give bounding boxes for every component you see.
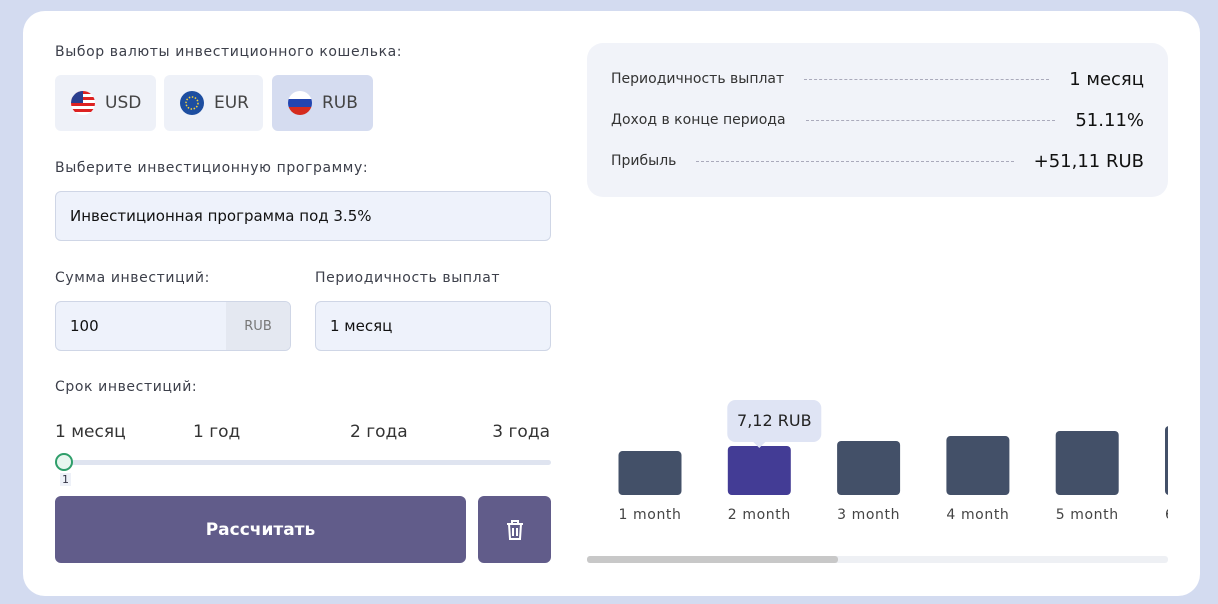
chart: 1 month 2 month 7,12 RUB 3 month 4 month 5 mo… — [587, 400, 1168, 563]
summary-row: Прибыль +51,11 RUB — [611, 149, 1144, 173]
summary-value: 1 месяц — [1069, 68, 1144, 90]
trash-icon — [506, 519, 523, 540]
tooltip — [727, 400, 822, 442]
currency-button[interactable]: USD — [55, 75, 156, 131]
tooltip-arrow — [753, 442, 766, 448]
slider-thumb[interactable] — [55, 453, 73, 471]
label: Сумма инвестиций: — [55, 270, 210, 286]
amount-input[interactable]: 100 RUB — [55, 301, 291, 351]
x-label: 1 month — [619, 507, 682, 523]
summary-label: Прибыль — [611, 153, 677, 169]
input-value: 100 — [70, 317, 99, 335]
select-value: Инвестиционная программа под 3.5% — [70, 207, 372, 225]
summary-label: Периодичность выплат — [611, 71, 785, 87]
slider-mark: 1 год — [193, 422, 241, 442]
label: Выберите инвестиционную программу: — [55, 160, 369, 176]
label: Выбор валюты инвестиционного кошелька: — [55, 44, 403, 60]
currency-text: EUR — [214, 93, 249, 113]
label: Периодичность выплат — [315, 270, 501, 286]
slider-track[interactable] — [60, 460, 551, 465]
calculate-button[interactable]: Рассчитать — [55, 496, 466, 563]
x-label: 3 month — [837, 507, 900, 523]
leader-line — [804, 78, 1050, 80]
bar — [1055, 430, 1119, 495]
label: Срок инвестиций: — [55, 379, 198, 395]
currency-button[interactable]: EUR — [164, 75, 263, 131]
bar — [946, 436, 1010, 495]
slider-value: 1 — [60, 473, 71, 486]
currency-text: RUB — [322, 93, 358, 113]
leader-line — [696, 160, 1014, 162]
button-text: Рассчитать — [205, 519, 316, 540]
bar — [1165, 426, 1168, 495]
currency-text: USD — [105, 93, 142, 113]
currency-button[interactable]: RUB — [272, 75, 373, 131]
tooltip-text: 7,12 RUB — [737, 411, 812, 430]
x-label: 6 month — [1165, 507, 1168, 523]
select-value: 1 месяц — [330, 317, 393, 335]
slider-mark: 3 года — [492, 422, 550, 442]
summary-value: 51.11% — [1075, 109, 1144, 131]
slider-mark: 1 месяц — [55, 422, 126, 442]
bar — [618, 451, 682, 495]
flag — [180, 91, 204, 115]
slider-mark: 2 года — [350, 422, 408, 442]
program-select[interactable]: Инвестиционная программа под 3.5% — [55, 191, 551, 241]
flag — [71, 91, 95, 115]
bar — [727, 446, 791, 495]
x-label: 5 month — [1056, 507, 1119, 523]
summary-value: +51,11 RUB — [1033, 150, 1144, 172]
summary-row: Периодичность выплат 1 месяц — [611, 67, 1144, 91]
x-label: 4 month — [946, 507, 1009, 523]
x-label: 2 month — [728, 507, 791, 523]
delete-button[interactable] — [478, 496, 551, 563]
bar — [837, 440, 901, 495]
summary-label: Доход в конце периода — [611, 112, 786, 128]
flag — [288, 91, 312, 115]
leader-line — [805, 119, 1056, 121]
unit: RUB — [226, 302, 290, 350]
summary-row: Доход в конце периода 51.11% — [611, 108, 1144, 132]
scrollbar-thumb[interactable] — [587, 556, 838, 563]
period-select[interactable]: 1 месяц — [315, 301, 551, 351]
